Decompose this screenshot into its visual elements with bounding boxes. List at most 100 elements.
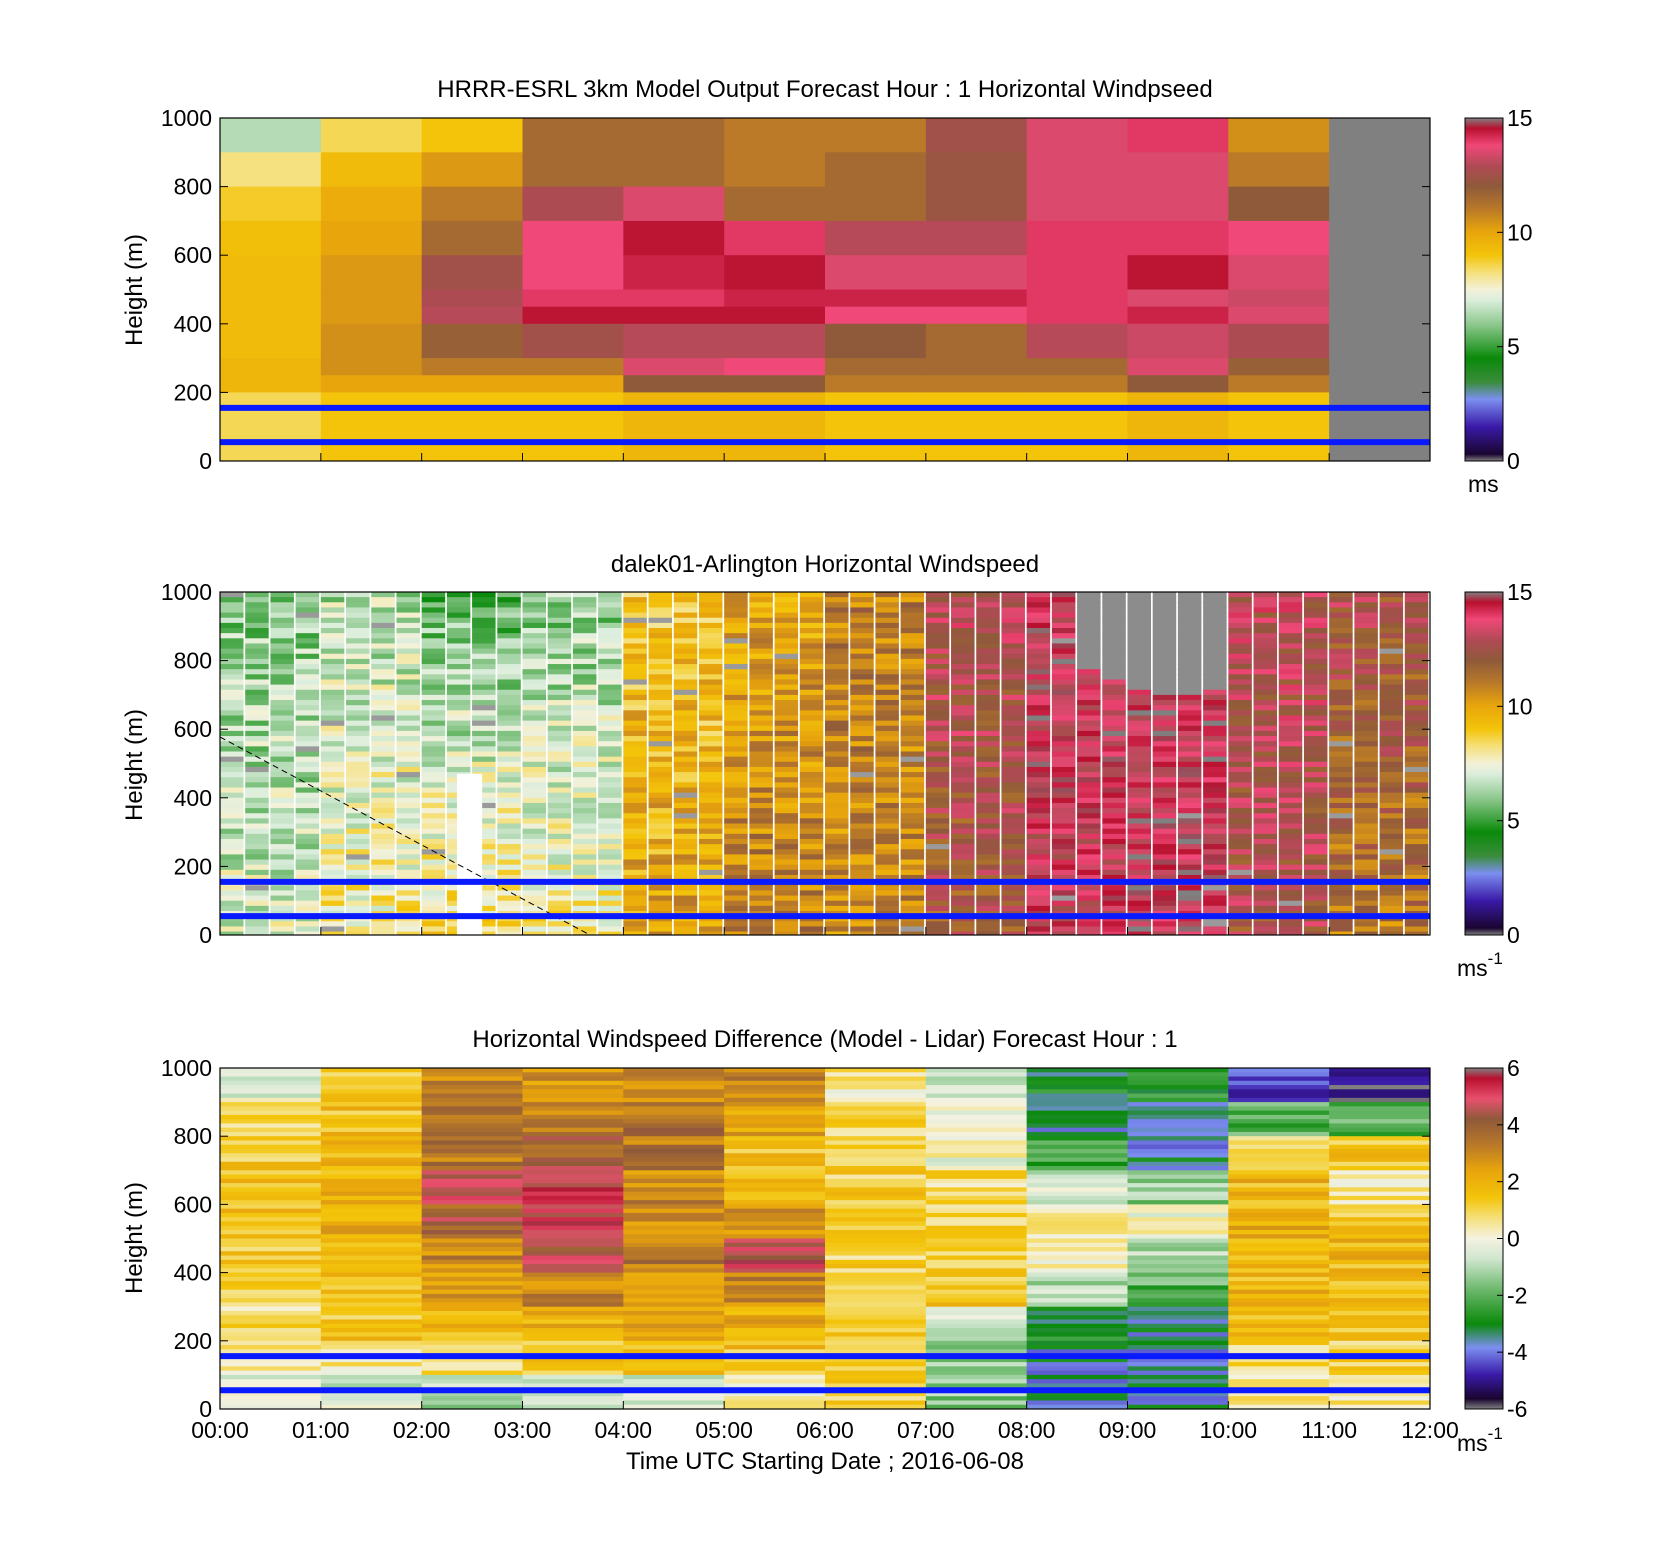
heatmap-cell: [320, 1221, 423, 1227]
heatmap-cell: [698, 777, 723, 783]
heatmap-cell: [522, 1140, 624, 1146]
heatmap-cell: [724, 905, 748, 912]
heatmap-cell: [1026, 710, 1051, 716]
heatmap-cell: [371, 664, 395, 670]
heatmap-cell: [572, 777, 597, 783]
heatmap-cell: [270, 679, 294, 686]
heatmap-cell: [396, 782, 420, 789]
heatmap-cell: [220, 375, 322, 393]
heatmap-cell: [421, 1191, 523, 1197]
heatmap-cell: [623, 813, 647, 819]
heatmap-cell: [825, 715, 849, 722]
heatmap-cell: [446, 633, 471, 639]
heatmap-cell: [270, 694, 294, 701]
heatmap-cell: [1354, 684, 1378, 691]
heatmap-cell: [1228, 1076, 1330, 1082]
heatmap-cell: [1303, 689, 1328, 696]
heatmap-cell: [1329, 1183, 1430, 1188]
heatmap-cell: [421, 1251, 523, 1257]
heatmap-cell: [825, 823, 849, 830]
heatmap-cell: [1127, 1315, 1229, 1320]
colorbar-scale: [1464, 117, 1504, 462]
heatmap-cell: [1303, 890, 1328, 897]
heatmap-cell: [320, 358, 423, 376]
heatmap-cell: [1303, 664, 1328, 670]
heatmap-cell: [1177, 664, 1202, 670]
heatmap-cell: [1051, 874, 1076, 881]
heatmap-cell: [724, 854, 748, 861]
heatmap-cell: [951, 679, 975, 686]
heatmap-cell: [976, 705, 1000, 711]
heatmap-cell: [346, 818, 370, 825]
heatmap-cell: [825, 700, 849, 706]
heatmap-cell: [749, 772, 773, 778]
heatmap-cell: [875, 772, 899, 778]
heatmap-cell: [522, 787, 546, 794]
heatmap-cell: [295, 648, 320, 655]
heatmap-cell: [1001, 921, 1025, 927]
heatmap-cell: [598, 813, 622, 819]
heatmap-cell: [623, 118, 725, 153]
heatmap-cell: [522, 1127, 624, 1133]
heatmap-cell: [1127, 1379, 1229, 1384]
heatmap-cell: [724, 1259, 826, 1265]
heatmap-cell: [220, 1264, 322, 1269]
heatmap-cell: [572, 808, 597, 814]
heatmap-cell: [623, 700, 647, 706]
heatmap-cell: [1379, 694, 1404, 701]
heatmap-cell: [522, 1370, 624, 1376]
heatmap-cell: [900, 694, 925, 701]
heatmap-cell: [547, 895, 572, 902]
heatmap-cell: [598, 766, 622, 773]
heatmap-cell: [623, 1293, 725, 1299]
heatmap-cell: [749, 602, 773, 608]
heatmap-cell: [598, 736, 622, 742]
heatmap-cell: [875, 900, 899, 907]
heatmap-cell: [951, 813, 975, 819]
heatmap-cell: [724, 777, 748, 783]
heatmap-cell: [1127, 643, 1151, 650]
heatmap-cell: [1228, 1345, 1330, 1350]
heatmap-cell: [472, 664, 496, 670]
heatmap-cell: [220, 751, 244, 758]
heatmap-cell: [472, 859, 496, 866]
heatmap-cell: [799, 730, 824, 737]
heatmap-cell: [1329, 1298, 1430, 1303]
heatmap-cell: [1379, 720, 1404, 727]
heatmap-cell: [850, 833, 874, 840]
heatmap-cell: [421, 1157, 523, 1163]
heatmap-cell: [951, 607, 975, 614]
heatmap-cell: [320, 1396, 423, 1401]
heatmap-cell: [774, 597, 799, 603]
heatmap-cell: [522, 1212, 624, 1218]
heatmap-cell: [270, 772, 294, 778]
heatmap-cell: [749, 736, 773, 742]
heatmap-cell: [774, 638, 799, 644]
heatmap-cell: [1303, 797, 1328, 804]
heatmap-cell: [698, 797, 723, 804]
heatmap-cell: [925, 720, 950, 727]
heatmap-cell: [774, 643, 799, 650]
model-output-panel: HRRR-ESRL 3km Model Output Forecast Hour…: [121, 76, 1533, 497]
heatmap-cell: [320, 849, 345, 855]
heatmap-cell: [220, 653, 244, 660]
heatmap-cell: [825, 1328, 927, 1333]
heatmap-cell: [320, 1068, 423, 1073]
heatmap-cell: [976, 802, 1000, 809]
heatmap-cell: [1051, 833, 1076, 840]
heatmap-cell: [900, 746, 925, 752]
heatmap-cell: [1102, 612, 1126, 619]
heatmap-cell: [1228, 1221, 1330, 1227]
heatmap-cell: [572, 689, 597, 696]
y-tick-label: 800: [174, 174, 212, 200]
heatmap-cell: [976, 874, 1000, 881]
heatmap-cell: [1228, 1119, 1330, 1124]
heatmap-cell: [1152, 741, 1177, 747]
heatmap-cell: [925, 792, 950, 799]
heatmap-cell: [623, 741, 647, 747]
heatmap-cell: [346, 782, 370, 789]
heatmap-cell: [1404, 761, 1429, 768]
heatmap-cell: [1303, 864, 1328, 871]
heatmap-cell: [1127, 720, 1151, 727]
